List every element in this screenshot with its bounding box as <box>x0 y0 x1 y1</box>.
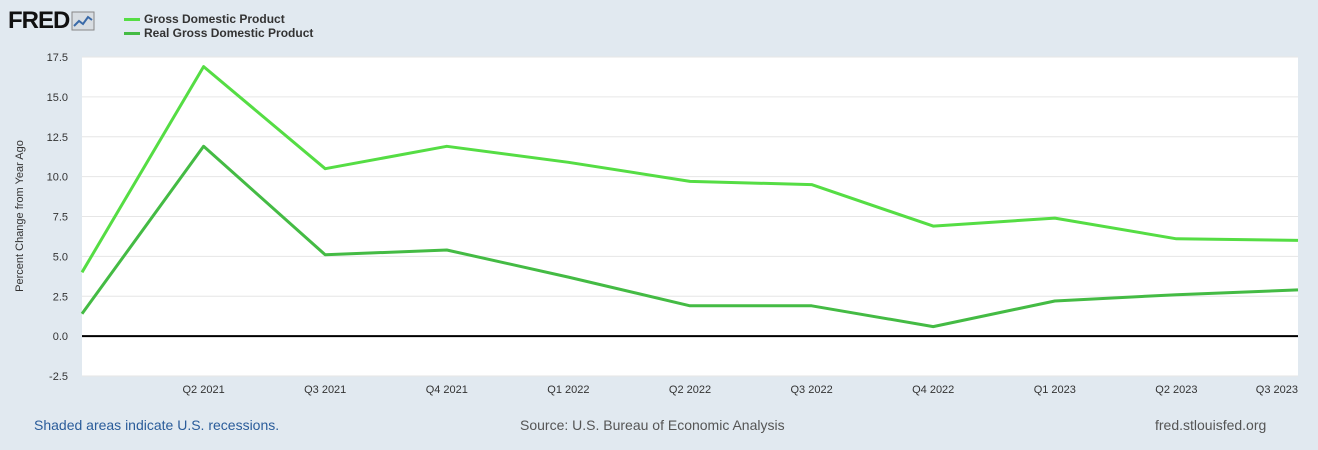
y-tick-label: 2.5 <box>53 291 68 303</box>
logo-text: FRED <box>8 7 70 34</box>
y-tick-label: 5.0 <box>53 251 68 263</box>
line-chart: 17.5 15.0 12.5 10.0 7.5 5.0 2.5 0.0 -2.5 Q2 2021… <box>47 52 1299 396</box>
legend-item-real-gdp[interactable]: Real Gross Domestic Product <box>124 26 313 40</box>
x-tick-label: Q2 2022 <box>669 384 711 396</box>
series-line-gdp[interactable] <box>80 65 1299 274</box>
x-tick-label: Q1 2023 <box>1034 384 1076 396</box>
y-tick-label: 15.0 <box>47 92 68 104</box>
x-tick-label: Q3 2023 <box>1256 384 1298 396</box>
x-tick-label: Q1 2022 <box>547 384 589 396</box>
series-line-real-gdp[interactable] <box>80 144 1299 329</box>
y-tick-label: -2.5 <box>49 371 68 383</box>
legend-label-real-gdp: Real Gross Domestic Product <box>144 26 314 40</box>
legend-swatch-gdp <box>124 17 140 21</box>
x-tick-label: Q4 2022 <box>912 384 954 396</box>
x-tick-label: Q4 2021 <box>426 384 468 396</box>
trend-line-icon <box>71 11 95 31</box>
recession-note-link[interactable]: Shaded areas indicate U.S. recessions. <box>34 417 280 433</box>
x-tick-label: Q3 2021 <box>304 384 346 396</box>
fred-logo[interactable]: FRED <box>8 8 95 34</box>
x-tick-label: Q2 2021 <box>182 384 224 396</box>
legend: Gross Domestic Product Real Gross Domest… <box>124 12 313 40</box>
site-link[interactable]: fred.stlouisfed.org <box>1155 417 1267 433</box>
y-tick-label: 10.0 <box>47 172 68 184</box>
x-tick-label: Q2 2023 <box>1155 384 1197 396</box>
y-tick-label: 17.5 <box>47 52 68 64</box>
source-note: Source: U.S. Bureau of Economic Analysis <box>520 417 785 433</box>
y-tick-label: 12.5 <box>47 132 68 144</box>
legend-label-gdp: Gross Domestic Product <box>144 12 285 26</box>
legend-swatch-real-gdp <box>124 31 140 35</box>
y-tick-label: 0.0 <box>53 331 68 343</box>
legend-item-gdp[interactable]: Gross Domestic Product <box>124 12 313 26</box>
y-tick-label: 7.5 <box>53 212 68 224</box>
x-tick-label: Q3 2022 <box>790 384 832 396</box>
